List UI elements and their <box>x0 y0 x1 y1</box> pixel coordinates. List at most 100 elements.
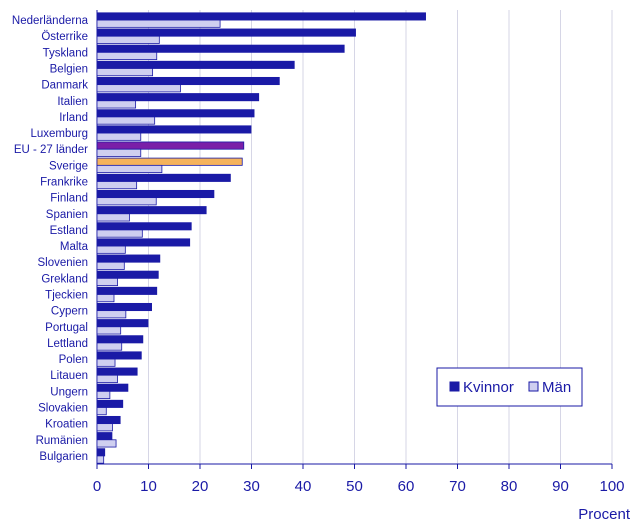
legend: Kvinnor Män <box>436 367 583 407</box>
bar-man-slovakien <box>96 407 107 416</box>
bar-man-polen <box>96 358 116 367</box>
category-label: Sverige <box>49 160 88 172</box>
x-tick-label: 30 <box>243 478 260 495</box>
bar-kvinnor-ungern <box>96 383 129 392</box>
category-label: Irland <box>59 112 88 124</box>
bar-kvinnor-estland <box>96 222 192 231</box>
bar-kvinnor-grekland <box>96 270 159 279</box>
bar-man-ungern <box>96 390 111 400</box>
x-tick-label: 60 <box>398 478 415 495</box>
bar-man-rumanien <box>96 439 117 448</box>
bar-kvinnor-portugal <box>96 319 149 328</box>
bar-kvinnor-litauen <box>96 367 138 376</box>
bar-man-italien <box>96 100 137 109</box>
x-tick-label: 0 <box>93 478 101 495</box>
category-label: Malta <box>60 241 89 253</box>
bar-kvinnor-lettland <box>96 335 144 344</box>
bar-kvinnor-osterrike <box>96 28 356 37</box>
bar-man-slovenien <box>96 261 125 270</box>
bar-kvinnor-spanien <box>96 206 207 215</box>
bar-kvinnor-sverige <box>96 157 243 166</box>
bar-kvinnor-bulgarien <box>96 448 106 457</box>
category-label: Tyskland <box>43 47 88 59</box>
bar-man-belgien <box>96 68 154 77</box>
x-tick-label: 40 <box>295 478 312 495</box>
bar-man-malta <box>96 245 126 254</box>
bar-kvinnor-belgien <box>96 60 295 69</box>
bar-man-finland <box>96 197 157 206</box>
category-label: Kroatien <box>45 419 88 431</box>
bar-kvinnor-eu-27-lander <box>96 141 245 150</box>
bar-kvinnor-danmark <box>96 76 280 86</box>
legend-swatch-kvinnor <box>449 381 460 392</box>
bar-man-frankrike <box>96 181 138 190</box>
x-tick-label: 70 <box>449 478 466 495</box>
category-label: Finland <box>50 193 88 205</box>
bar-kvinnor-luxemburg <box>96 125 252 134</box>
bar-man-grekland <box>96 277 119 287</box>
category-label: Danmark <box>41 80 88 92</box>
x-tick-label: 20 <box>192 478 209 495</box>
bar-man-irland <box>96 116 156 125</box>
bar-kvinnor-italien <box>96 93 260 102</box>
category-label: Luxemburg <box>30 128 88 140</box>
category-label: Rumänien <box>36 435 88 447</box>
bar-man-danmark <box>96 84 181 93</box>
category-label: Litauen <box>50 370 88 382</box>
category-label: Bulgarien <box>39 451 88 463</box>
category-label: Österrike <box>41 31 88 43</box>
category-label: Tjeckien <box>45 290 88 302</box>
x-tick-labels: 0 10 20 30 40 50 60 70 80 90 100 <box>93 464 625 495</box>
x-tick-label: 80 <box>501 478 518 495</box>
category-label: Spanien <box>46 209 88 221</box>
bar-kvinnor-polen <box>96 351 142 360</box>
bar-man-bulgarien <box>96 455 105 464</box>
bar-man-kroatien <box>96 423 113 432</box>
bar-kvinnor-tjeckien <box>96 286 158 295</box>
bar-kvinnor-rumanien <box>96 432 113 441</box>
category-label: Belgien <box>50 64 88 76</box>
category-label: Slovakien <box>38 403 88 415</box>
bar-man-luxemburg <box>96 132 142 141</box>
category-label: Nederländerna <box>12 15 89 27</box>
category-label: Polen <box>59 354 88 366</box>
x-tick-label: 100 <box>599 478 624 495</box>
x-tick-label: 10 <box>140 478 157 495</box>
bar-kvinnor-irland <box>96 109 255 118</box>
bar-man-litauen <box>96 374 119 383</box>
bar-man-eu-27-lander <box>96 148 142 157</box>
bar-man-portugal <box>96 326 122 335</box>
category-label: Lettland <box>47 338 88 350</box>
bar-kvinnor-cypern <box>96 302 152 312</box>
x-axis-title: Procent <box>578 506 631 523</box>
bar-man-sverige <box>96 164 163 174</box>
bar-man-estland <box>96 229 143 238</box>
category-label: Grekland <box>41 273 88 285</box>
bars <box>96 10 426 464</box>
bar-man-tyskland <box>96 51 158 61</box>
bar-kvinnor-slovenien <box>96 254 161 263</box>
bar-man-nederlanderna <box>96 19 221 28</box>
bar-man-tjeckien <box>96 294 115 303</box>
legend-swatch-man <box>528 381 539 392</box>
category-label: Italien <box>57 96 88 108</box>
bar-kvinnor-kroatien <box>96 415 121 425</box>
bar-kvinnor-finland <box>96 189 215 199</box>
bar-man-osterrike <box>96 35 160 44</box>
bar-man-cypern <box>96 310 127 319</box>
bar-kvinnor-nederlanderna <box>96 12 426 21</box>
category-label: EU - 27 länder <box>14 144 88 156</box>
category-labels: Nederländerna Österrike Tyskland Belgien Dan… <box>12 15 89 463</box>
category-label: Ungern <box>50 386 88 398</box>
legend-label-man: Män <box>542 379 571 396</box>
x-tick-label: 90 <box>552 478 569 495</box>
legend-label-kvinnor: Kvinnor <box>463 379 514 396</box>
legend-box <box>436 367 583 407</box>
bar-kvinnor-malta <box>96 238 191 247</box>
bar-kvinnor-frankrike <box>96 173 231 182</box>
category-label: Frankrike <box>40 177 88 189</box>
category-label: Slovenien <box>37 257 88 269</box>
bar-kvinnor-slovakien <box>96 399 124 408</box>
bar-man-spanien <box>96 213 130 222</box>
